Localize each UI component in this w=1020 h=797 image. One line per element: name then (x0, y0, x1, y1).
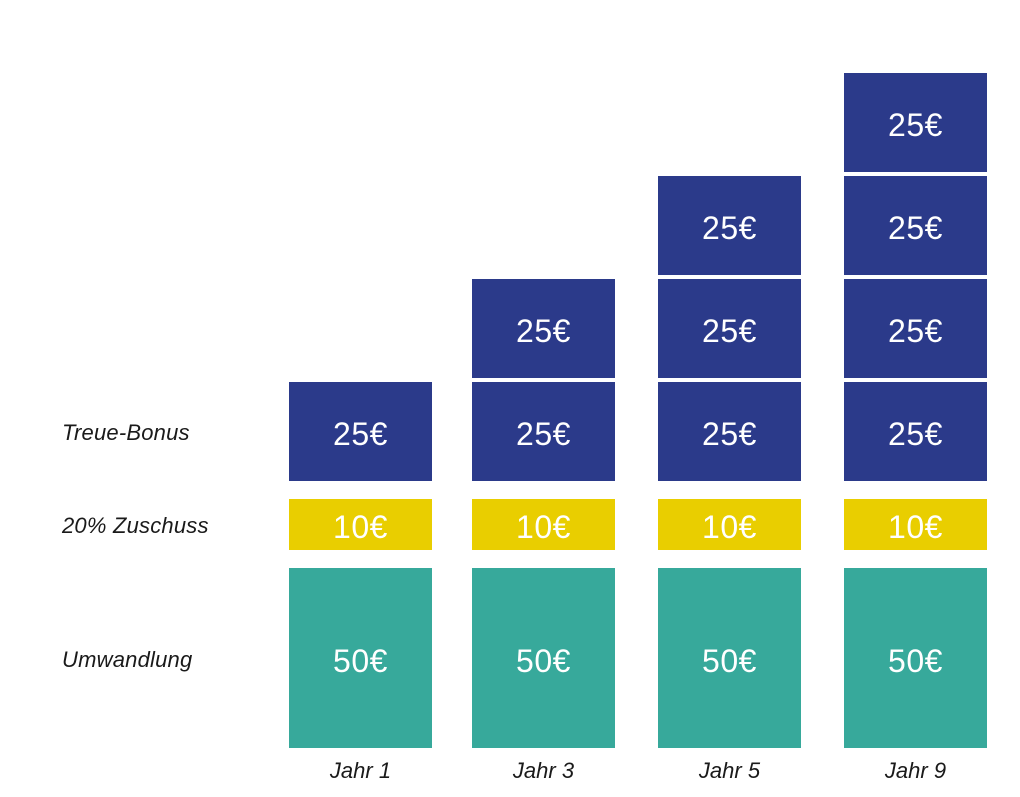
bar-value-label: 25€ (888, 210, 943, 246)
bar-segment-zuschuss: 10€ (658, 499, 801, 550)
bar-value-label: 10€ (888, 509, 943, 545)
bar-value-label: 50€ (888, 642, 943, 679)
bar-value-label: 25€ (516, 313, 571, 349)
category-label: Jahr 5 (698, 758, 761, 783)
bar-segment-umwandlung: 50€ (472, 568, 615, 748)
bar-value-label: 10€ (333, 509, 388, 545)
bar-value-label: 50€ (516, 642, 571, 679)
bar-value-label: 25€ (333, 416, 388, 452)
bar-value-label: 50€ (333, 642, 388, 679)
bar-value-label: 25€ (702, 313, 757, 349)
bar-value-label: 25€ (888, 107, 943, 143)
bar-segment-treue-bonus: 25€ (289, 382, 432, 481)
row-label-zuschuss: 20% Zuschuss (62, 513, 209, 538)
bar-segment-treue-bonus: 25€ (844, 279, 987, 378)
bar-segment-umwandlung: 50€ (844, 568, 987, 748)
bar-segment-treue-bonus: 25€ (472, 382, 615, 481)
bar-segment-umwandlung: 50€ (658, 568, 801, 748)
bar-segment-treue-bonus: 25€ (844, 382, 987, 481)
bar-segment-treue-bonus: 25€ (658, 279, 801, 378)
bar-segment-umwandlung: 50€ (289, 568, 432, 748)
bar-segment-zuschuss: 10€ (289, 499, 432, 550)
bar-segment-treue-bonus: 25€ (844, 176, 987, 275)
category-label: Jahr 1 (329, 758, 392, 783)
bar-value-label: 25€ (888, 416, 943, 452)
category-label: Jahr 3 (512, 758, 575, 783)
bar-segment-treue-bonus: 25€ (472, 279, 615, 378)
bar-segment-zuschuss: 10€ (844, 499, 987, 550)
bar-segment-zuschuss: 10€ (472, 499, 615, 550)
bar-segment-treue-bonus: 25€ (658, 382, 801, 481)
bar-value-label: 25€ (702, 210, 757, 246)
bar-value-label: 25€ (888, 313, 943, 349)
bar-value-label: 25€ (702, 416, 757, 452)
bar-value-label: 10€ (702, 509, 757, 545)
row-label-umwandlung: Umwandlung (62, 647, 193, 672)
bar-value-label: 50€ (702, 642, 757, 679)
bar-segment-treue-bonus: 25€ (844, 73, 987, 172)
category-label: Jahr 9 (884, 758, 947, 783)
bar-segment-treue-bonus: 25€ (658, 176, 801, 275)
row-label-treue-bonus: Treue-Bonus (62, 420, 190, 445)
bar-value-label: 10€ (516, 509, 571, 545)
bar-value-label: 25€ (516, 416, 571, 452)
